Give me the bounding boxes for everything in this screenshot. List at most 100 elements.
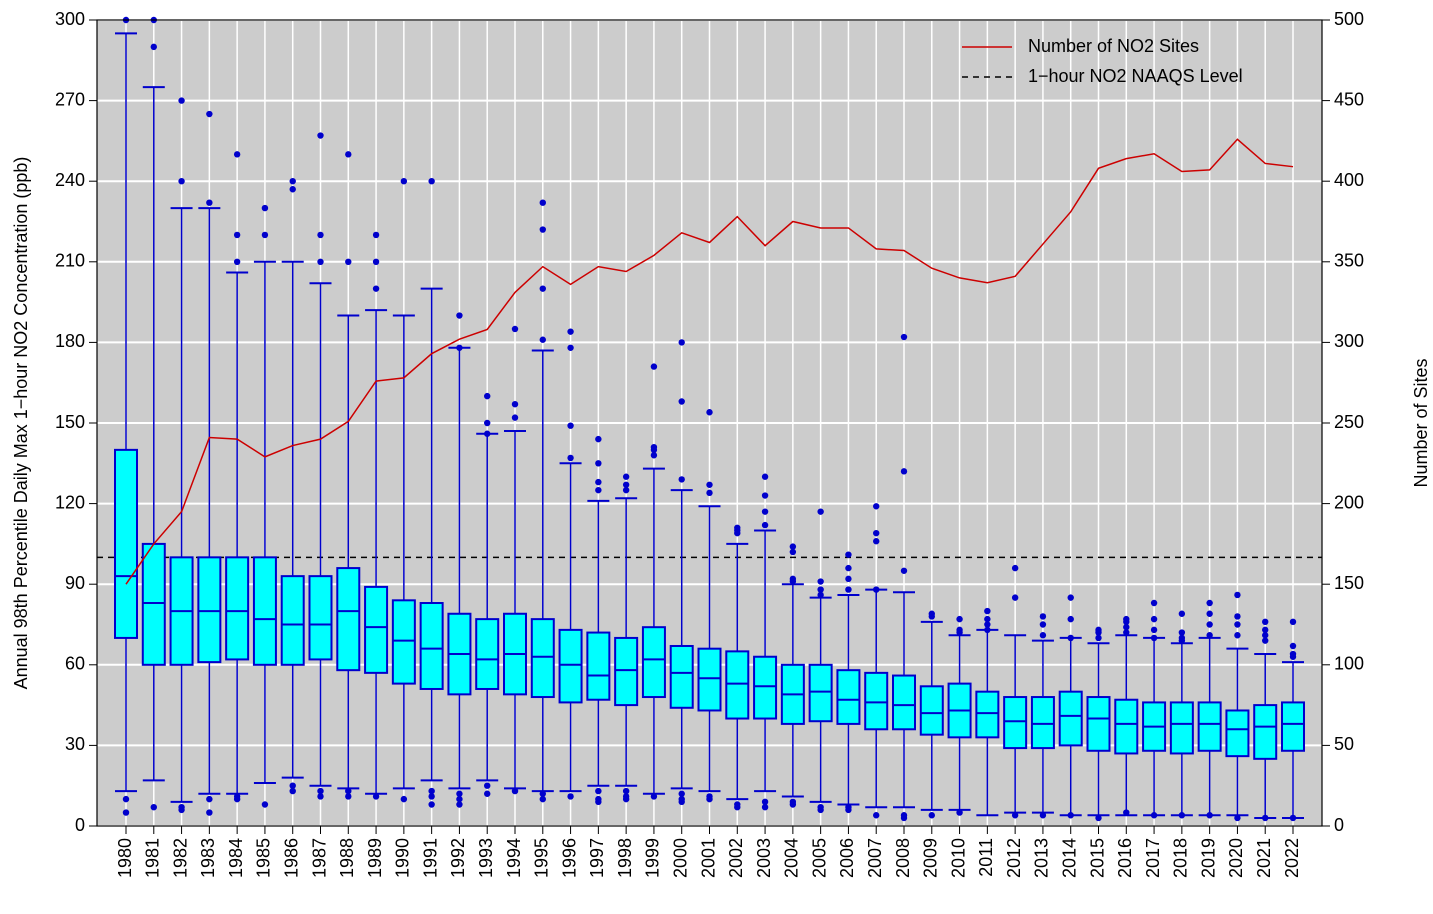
y2-tick-label: 0 — [1334, 815, 1344, 835]
box — [114, 448, 138, 639]
box — [1058, 690, 1083, 747]
outlier — [1289, 814, 1297, 822]
outlier — [178, 97, 185, 104]
outlier — [678, 790, 685, 797]
outlier — [984, 621, 991, 628]
box — [1253, 704, 1278, 760]
x-tick-label: 2016 — [1115, 838, 1135, 878]
outlier — [1262, 637, 1269, 644]
outlier — [1206, 632, 1213, 639]
x-tick-label: 2014 — [1059, 838, 1079, 878]
x-tick-label: 2018 — [1171, 838, 1191, 878]
outlier — [1178, 629, 1186, 636]
x-tick-label: 2015 — [1087, 838, 1107, 878]
outlier — [734, 529, 741, 537]
box — [808, 663, 833, 723]
x-tick-label: 2007 — [865, 838, 885, 878]
outlier — [428, 178, 435, 185]
outlier — [873, 812, 880, 819]
outlier — [1234, 591, 1241, 599]
box — [308, 575, 333, 661]
outlier — [122, 795, 130, 803]
outlier — [956, 809, 963, 816]
outlier — [261, 204, 269, 212]
outlier — [317, 132, 324, 139]
legend-label: 1−hour NO2 NAAQS Level — [1028, 66, 1243, 86]
outlier — [678, 476, 685, 483]
outlier — [1178, 610, 1186, 617]
outlier — [206, 809, 213, 816]
x-tick-label: 1983 — [198, 838, 218, 878]
x-tick-label: 1993 — [476, 838, 496, 878]
outlier — [233, 258, 241, 265]
outlier — [845, 551, 852, 558]
x-tick-label: 1980 — [115, 838, 135, 878]
y2-tick-label: 300 — [1334, 331, 1364, 351]
outlier — [817, 508, 824, 515]
outlier — [956, 629, 963, 636]
outlier — [178, 806, 185, 814]
outlier — [1011, 564, 1019, 572]
box — [975, 690, 1000, 739]
outlier — [761, 508, 769, 515]
outlier — [511, 325, 519, 333]
outlier — [317, 231, 324, 239]
outlier — [845, 575, 852, 583]
outlier — [1178, 637, 1186, 644]
outlier — [1150, 615, 1158, 623]
outlier — [1039, 621, 1047, 628]
outlier — [845, 806, 852, 814]
y2-tick-label: 200 — [1334, 492, 1364, 512]
outlier — [900, 814, 908, 822]
outlier — [233, 795, 241, 803]
outlier — [428, 787, 435, 795]
box — [1030, 696, 1055, 750]
y2-tick-label: 100 — [1334, 654, 1364, 674]
box — [1197, 701, 1222, 752]
outlier — [817, 591, 824, 599]
outlier — [1289, 653, 1297, 660]
box — [669, 644, 694, 709]
outlier — [456, 790, 463, 797]
y-tick-label: 150 — [55, 412, 85, 432]
y-tick-label: 120 — [55, 492, 85, 512]
sites-line — [125, 138, 1294, 585]
outlier — [734, 803, 741, 811]
y-tick-label: 60 — [65, 654, 85, 674]
outlier — [484, 419, 491, 427]
outlier — [622, 473, 630, 480]
x-tick-label: 1985 — [254, 838, 274, 878]
outlier — [511, 787, 519, 795]
outlier — [1123, 618, 1130, 626]
outlier — [567, 328, 574, 335]
x-tick-label: 2022 — [1282, 838, 1302, 878]
outlier — [372, 231, 380, 239]
y-tick-label: 0 — [75, 815, 85, 835]
x-tick-label: 2010 — [948, 838, 968, 878]
x-tick-label: 2019 — [1198, 838, 1218, 878]
outlier — [1206, 812, 1213, 819]
outlier — [567, 344, 574, 351]
outlier — [289, 186, 296, 193]
box — [725, 650, 750, 720]
outlier — [1206, 599, 1213, 607]
outlier — [1095, 814, 1102, 822]
outlier — [1150, 812, 1158, 819]
y2-axis-title: Number of Sites — [1411, 358, 1431, 487]
outlier — [539, 336, 546, 343]
x-tick-label: 1995 — [532, 838, 552, 878]
outlier — [1289, 618, 1297, 626]
box — [1225, 709, 1250, 758]
x-tick-label: 1981 — [143, 838, 163, 878]
box — [475, 618, 500, 690]
outlier — [1150, 626, 1158, 634]
box — [280, 575, 305, 666]
outlier — [233, 231, 241, 239]
outlier — [873, 586, 880, 593]
outlier — [1067, 594, 1074, 601]
outlier — [372, 258, 380, 265]
outlier — [984, 626, 991, 634]
x-tick-label: 2009 — [921, 838, 941, 878]
outlier — [1039, 812, 1047, 819]
outlier — [400, 795, 408, 803]
